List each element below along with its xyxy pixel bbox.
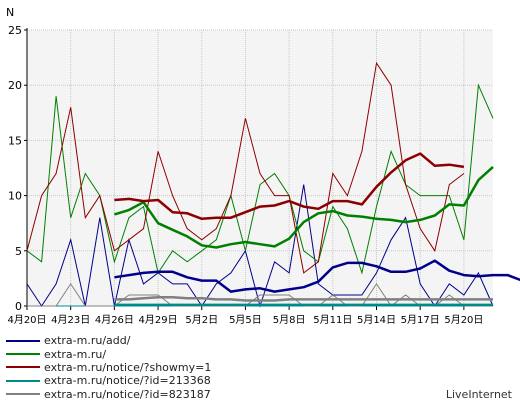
y-tick-label: 5 — [15, 245, 22, 258]
y-tick-label: 15 — [8, 134, 22, 147]
x-tick-label: 5月11日 — [313, 314, 352, 326]
x-tick-label: 4月20日 — [7, 314, 46, 326]
legend-item: extra-m.ru/ — [6, 347, 211, 361]
y-tick-label: 0 — [15, 300, 22, 313]
series-line — [26, 61, 465, 274]
moving-average-line — [114, 152, 465, 221]
y-tick-label: 20 — [8, 79, 22, 92]
moving-average-line — [114, 165, 494, 249]
legend-swatch — [6, 339, 40, 342]
brand-label: LiveInternet — [445, 388, 512, 401]
legend-item: extra-m.ru/notice/?showmy=1 — [6, 361, 211, 374]
legend: extra-m.ru/add/ extra-m.ru/ extra-m.ru/n… — [6, 334, 211, 401]
x-tick-label: 5月5日 — [229, 314, 262, 326]
legend-swatch — [6, 366, 40, 369]
x-tick-label: 5月17日 — [401, 314, 440, 326]
y-axis-label: N — [6, 6, 14, 19]
plot-area — [27, 30, 493, 306]
legend-swatch — [6, 379, 40, 382]
x-tick-label: 5月20日 — [444, 314, 483, 326]
y-tick-label: 25 — [8, 24, 22, 37]
legend-label: extra-m.ru/notice/?id=213368 — [44, 374, 211, 388]
legend-item: extra-m.ru/notice/?id=213368 — [6, 374, 211, 387]
legend-item: extra-m.ru/add/ — [6, 334, 211, 347]
legend-label: extra-m.ru/add/ — [44, 334, 131, 348]
line-chart: 0 5 10 15 20 25 N 4月20日 4月23日 4月26日 4月29日 5月2日 5月5日 5… — [6, 6, 520, 326]
x-tick-label: 4月29日 — [139, 314, 178, 326]
legend-label: extra-m.ru/ — [44, 347, 107, 361]
legend-swatch — [6, 353, 40, 356]
x-tick-label: 5月2日 — [185, 314, 218, 326]
legend-label: extra-m.ru/notice/?id=823187 — [44, 387, 211, 401]
series-line — [26, 83, 494, 275]
x-tick-label: 5月14日 — [357, 314, 396, 326]
x-tick-label: 4月23日 — [51, 314, 90, 326]
x-tick-label: 4月26日 — [95, 314, 134, 326]
series-line — [27, 282, 493, 307]
moving-average-line — [114, 295, 493, 302]
y-tick-label: 10 — [8, 190, 22, 203]
legend-swatch — [6, 393, 40, 396]
moving-average-line — [114, 259, 520, 293]
legend-label: extra-m.ru/notice/?showmy=1 — [44, 360, 212, 374]
legend-item: extra-m.ru/notice/?id=823187 — [6, 388, 211, 401]
x-tick-label: 5月8日 — [273, 314, 306, 326]
